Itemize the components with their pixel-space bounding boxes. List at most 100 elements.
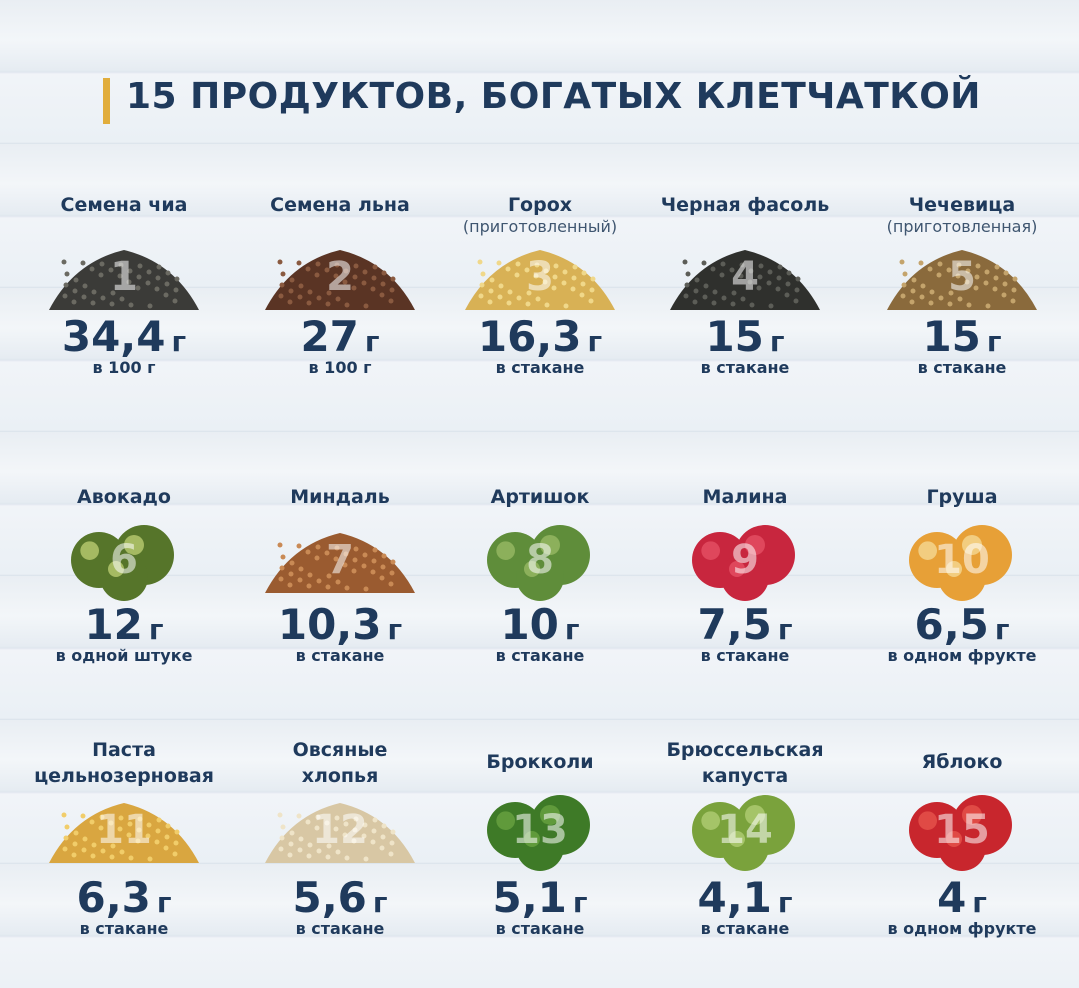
serving: в стакане [700, 919, 790, 938]
fiber-amount: 6,5 г [857, 600, 1067, 649]
fiber-amount: 10,3 г [235, 600, 445, 649]
product-card: Черная фасоль 4 15 г в стакане [640, 192, 850, 382]
product-name: хлопья [301, 765, 379, 787]
fiber-unit: г [986, 325, 1002, 358]
fiber-amount: 6,3 г [19, 873, 229, 922]
fiber-unit: г [364, 325, 380, 358]
product-image: 9 [692, 525, 795, 601]
product-name-block: Брюссельская капуста [640, 737, 850, 789]
product-name: Артишок [490, 486, 590, 508]
product-card: Малина 9 7,5 г в стакане [640, 484, 850, 670]
product-note: (приготовленный) [462, 217, 618, 236]
product-card: Артишок 8 10 г в стакане [435, 484, 645, 670]
product-name-block: Авокадо [19, 484, 229, 510]
product-card: Груша 10 6,5 г в одном фрукте [857, 484, 1067, 670]
serving: в одном фрукте [887, 646, 1037, 665]
product-image: 7 [265, 533, 415, 593]
fiber-unit: г [777, 613, 793, 646]
product-card: Семена чиа 1 34,4 г в 100 г [19, 192, 229, 382]
product-card: Паста цельнозерновая 11 6,3 г в стакане [19, 737, 229, 943]
product-name-block: Чечевица (приготовленная) [857, 192, 1067, 236]
product-name-block: Яблоко [857, 749, 1067, 775]
serving: в одном фрукте [887, 919, 1037, 938]
fiber-value: 27 [300, 312, 359, 361]
product-name: Авокадо [77, 486, 171, 508]
product-number: 4 [731, 254, 759, 300]
fiber-value: 34,4 [61, 312, 166, 361]
product-name: Паста [92, 739, 156, 761]
product-card: Семена льна 2 27 г в 100 г [235, 192, 445, 382]
product-name: Семена чиа [60, 194, 188, 216]
fiber-unit: г [572, 886, 588, 919]
product-name: Брокколи [486, 751, 594, 773]
product-image: 5 [887, 250, 1037, 310]
product-name-block: Овсяные хлопья [235, 737, 445, 789]
product-number: 14 [717, 807, 773, 853]
product-number: 12 [312, 807, 368, 853]
serving: в стакане [917, 358, 1007, 377]
fiber-value: 10,3 [277, 600, 382, 649]
title: 15 ПРОДУКТОВ, БОГАТЫХ КЛЕТЧАТКОЙ [126, 76, 981, 117]
fiber-value: 15 [705, 312, 764, 361]
fiber-unit: г [972, 886, 987, 919]
product-name-block: Семена льна [235, 192, 445, 218]
product-name-block: Горох (приготовленный) [435, 192, 645, 236]
fiber-value: 7,5 [697, 600, 772, 649]
product-card: Брюссельская капуста 14 4,1 г в стакане [640, 737, 850, 943]
product-card: Авокадо 6 12 г в одной штуке [19, 484, 229, 670]
fiber-value: 6,3 [76, 873, 151, 922]
product-number: 3 [526, 254, 554, 300]
product-name-block: Миндаль [235, 484, 445, 510]
fiber-value: 15 [922, 312, 981, 361]
product-name-block: Паста цельнозерновая [19, 737, 229, 789]
product-image: 4 [670, 250, 820, 310]
serving: в 100 г [92, 358, 156, 377]
product-name: Семена льна [270, 194, 410, 216]
serving: в одной штуке [55, 646, 193, 665]
fiber-amount: 16,3 г [435, 312, 645, 361]
serving: в стакане [295, 919, 385, 938]
fiber-unit: г [777, 886, 793, 919]
fiber-unit: г [587, 325, 603, 358]
product-number: 9 [731, 537, 759, 583]
product-name: Малина [702, 486, 788, 508]
fiber-amount: 10 г [435, 600, 645, 649]
product-name: Миндаль [290, 486, 390, 508]
fiber-unit: г [564, 613, 580, 646]
fiber-value: 4 [937, 873, 967, 922]
fiber-amount: 4,1 г [640, 873, 850, 922]
product-name: Груша [926, 486, 998, 508]
fiber-amount: 5,6 г [235, 873, 445, 922]
product-image: 14 [692, 795, 795, 871]
product-image: 2 [265, 250, 415, 310]
fiber-amount: 15 г [857, 312, 1067, 361]
product-image: 10 [909, 525, 1012, 601]
product-number: 6 [110, 537, 138, 583]
product-image: 8 [487, 525, 590, 601]
product-number: 5 [948, 254, 976, 300]
fiber-amount: 15 г [640, 312, 850, 361]
fiber-unit: г [372, 886, 388, 919]
serving: в стакане [495, 358, 585, 377]
serving: в стакане [700, 646, 790, 665]
fiber-value: 5,1 [492, 873, 567, 922]
product-image: 11 [49, 803, 199, 863]
product-name-block: Семена чиа [19, 192, 229, 218]
product-name: Горох [507, 194, 573, 216]
fiber-value: 5,6 [292, 873, 367, 922]
product-number: 2 [326, 254, 354, 300]
fiber-amount: 5,1 г [435, 873, 645, 922]
product-note: (приготовленная) [886, 217, 1038, 236]
product-name-block: Груша [857, 484, 1067, 510]
serving: в стакане [79, 919, 169, 938]
product-name: Чечевица [908, 194, 1016, 216]
fiber-unit: г [148, 613, 164, 646]
product-image: 15 [909, 795, 1012, 871]
product-name: Яблоко [921, 751, 1003, 773]
product-name: Овсяные [292, 739, 388, 761]
fiber-amount: 34,4 г [19, 312, 229, 361]
fiber-value: 12 [84, 600, 143, 649]
fiber-value: 10 [500, 600, 559, 649]
